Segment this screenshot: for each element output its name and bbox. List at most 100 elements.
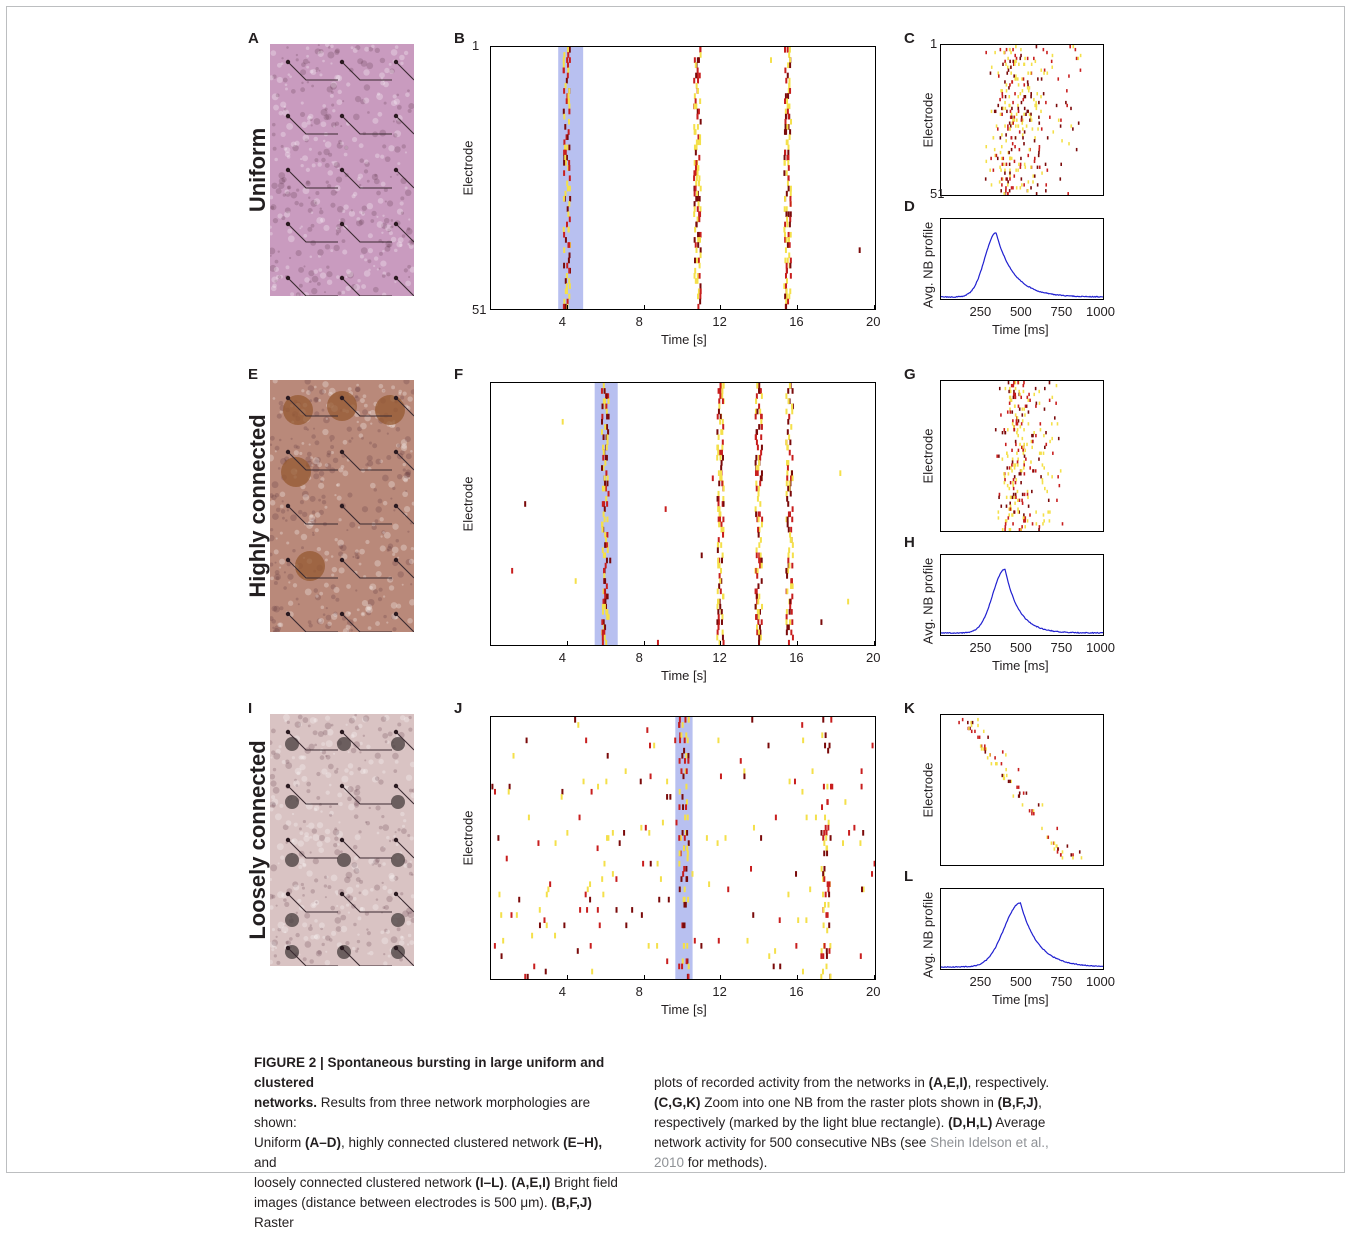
- spike: [719, 418, 722, 425]
- spike: [717, 501, 720, 507]
- spike: [1021, 133, 1024, 137]
- electrode-trace: [395, 451, 414, 471]
- spike: [759, 408, 762, 415]
- spike: [1005, 504, 1008, 508]
- spike: [698, 237, 701, 243]
- spike: [605, 470, 608, 476]
- spike: [1048, 519, 1051, 523]
- spike: [1025, 791, 1028, 795]
- spike: [491, 783, 494, 790]
- spike: [787, 557, 790, 564]
- spike: [822, 783, 825, 790]
- spike: [757, 614, 760, 620]
- spike: [694, 170, 697, 176]
- spike: [825, 948, 828, 954]
- spike: [827, 901, 830, 908]
- spike: [752, 912, 755, 918]
- spike: [1037, 803, 1040, 807]
- spike: [788, 383, 791, 389]
- spike: [755, 511, 758, 518]
- x-tick-mark: [797, 975, 799, 980]
- spike: [699, 293, 702, 300]
- spike: [787, 388, 790, 394]
- spike: [801, 722, 804, 728]
- spike: [679, 732, 682, 739]
- spike: [1020, 156, 1022, 161]
- spike: [1030, 112, 1032, 116]
- spike: [604, 624, 607, 631]
- spike: [566, 93, 569, 99]
- spike: [646, 727, 649, 733]
- spike: [1009, 481, 1012, 485]
- spike: [1045, 442, 1048, 447]
- spike: [786, 221, 789, 228]
- caption-text: plots of recorded activity from the netw…: [654, 1075, 929, 1090]
- spike: [784, 195, 787, 202]
- spike: [718, 573, 721, 579]
- spike: [1025, 124, 1028, 128]
- spike: [603, 516, 606, 523]
- spike: [602, 598, 605, 605]
- spike: [1057, 77, 1060, 81]
- x-tick-label: 12: [712, 650, 727, 665]
- spike: [699, 52, 702, 58]
- spike: [1023, 519, 1025, 523]
- spike: [1010, 136, 1013, 140]
- spike: [997, 74, 1000, 78]
- electrode-trace: [341, 839, 392, 859]
- profile-svg: [940, 568, 1103, 635]
- spike: [684, 717, 687, 723]
- spike: [1023, 454, 1026, 458]
- spike: [1023, 83, 1026, 87]
- spike: [1047, 472, 1049, 476]
- spike: [1017, 419, 1020, 423]
- spike: [1007, 381, 1010, 385]
- spike: [1004, 100, 1006, 105]
- spike: [1013, 389, 1015, 394]
- spike: [601, 521, 604, 528]
- spike: [722, 485, 725, 492]
- spike: [1004, 525, 1007, 529]
- spike: [602, 444, 605, 451]
- spike: [827, 819, 830, 826]
- caption-text: images (distance between electrodes is 5…: [254, 1195, 552, 1210]
- spike: [756, 383, 759, 389]
- spike: [789, 262, 792, 269]
- caption-text: , respectively.: [967, 1075, 1050, 1090]
- spike: [1004, 171, 1006, 175]
- spike: [547, 886, 550, 893]
- spike: [1005, 189, 1007, 193]
- citation-link[interactable]: Shein Idelson et al.,: [930, 1135, 1049, 1150]
- spike: [1009, 156, 1011, 161]
- spike: [1061, 850, 1064, 854]
- spike: [567, 226, 570, 233]
- spike: [1017, 106, 1020, 111]
- spike: [727, 886, 730, 893]
- spike: [786, 257, 789, 264]
- citation-link[interactable]: 2010: [654, 1155, 685, 1170]
- spike: [1042, 513, 1045, 517]
- spike: [682, 922, 685, 929]
- spike: [786, 103, 789, 110]
- spike: [544, 968, 547, 975]
- spike: [1038, 115, 1040, 119]
- spike: [787, 154, 790, 161]
- spike: [825, 912, 828, 918]
- spike: [545, 922, 548, 929]
- spike: [760, 619, 763, 625]
- spike: [697, 139, 700, 146]
- spike: [822, 871, 825, 877]
- spike: [823, 943, 826, 949]
- spike: [755, 480, 758, 487]
- electrode-trace: [395, 505, 414, 525]
- spike: [756, 567, 759, 574]
- electrode-dot: [339, 113, 345, 119]
- spike: [721, 418, 724, 425]
- spike: [1013, 510, 1015, 514]
- spike: [820, 953, 823, 959]
- electrode-trace: [341, 223, 392, 243]
- spike: [1031, 812, 1033, 816]
- spike: [1047, 835, 1050, 839]
- spike: [1016, 428, 1019, 432]
- spike: [603, 629, 606, 636]
